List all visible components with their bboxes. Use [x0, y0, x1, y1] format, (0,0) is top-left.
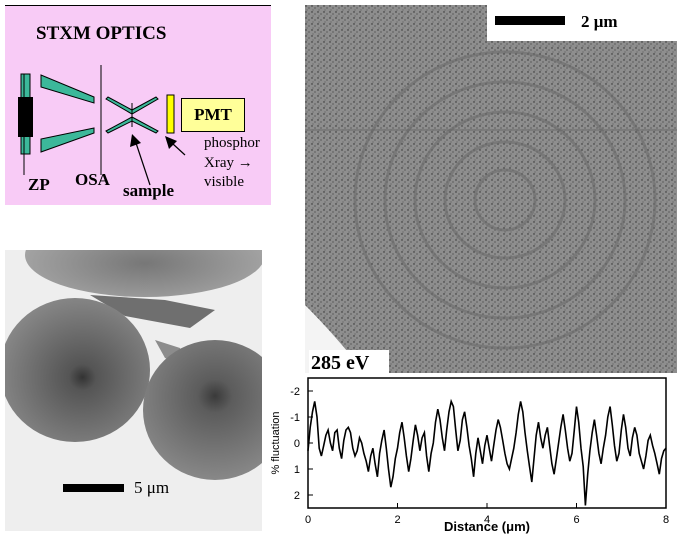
- particle-fragment: [90, 295, 215, 328]
- pmt-box: PMT: [181, 98, 245, 132]
- x-axis-label: Distance (μm): [444, 519, 530, 534]
- y-tick-label: -2: [290, 386, 300, 398]
- zp-label: ZP: [28, 175, 50, 194]
- beam-cone-lower: [40, 127, 95, 153]
- y-tick-label: -1: [290, 412, 300, 424]
- series-line: [307, 398, 667, 506]
- osa-label: OSA: [75, 170, 110, 189]
- y-tick-label: 1: [294, 464, 300, 476]
- micrograph-right-image: [305, 5, 677, 373]
- particle-right: [143, 340, 262, 480]
- sample-label: sample: [123, 181, 174, 200]
- optics-diagram: [18, 65, 186, 186]
- sample-arrowhead: [130, 134, 141, 147]
- scale-label-right: 2 μm: [581, 12, 618, 31]
- visible-label: visible: [204, 174, 244, 190]
- beam-cone-upper: [40, 74, 95, 104]
- y-tick-label: 2: [294, 490, 300, 502]
- scale-bar: [63, 484, 124, 492]
- phosphor-plate: [166, 94, 175, 134]
- scale-label-left: 5 μm: [134, 478, 170, 497]
- phosphor-label: phosphor: [204, 135, 260, 151]
- y-tick-label: 0: [294, 438, 300, 450]
- concentric-rings: [353, 50, 657, 350]
- x-tick-label: 0: [305, 514, 311, 526]
- x-tick-label: 2: [394, 514, 400, 526]
- phosphor-arrowhead: [165, 136, 177, 149]
- phosphor-arrow: [172, 143, 186, 156]
- micrograph-left-image: [5, 250, 262, 531]
- xray-label: Xray →: [204, 155, 253, 171]
- scale-bar: [495, 16, 565, 25]
- x-tick-label: 4: [484, 514, 490, 526]
- zone-plate-stop: [18, 97, 33, 137]
- y-axis-label: % fluctuation: [270, 412, 282, 475]
- optics-schematic: STXM OPTICS PMT ZP OSA sample phosphor X…: [5, 5, 271, 205]
- x-tick-label: 6: [573, 514, 579, 526]
- x-axis-ticks: 0 2 4 6 8: [305, 503, 669, 526]
- particle-top: [25, 250, 262, 297]
- micrograph-right: 2 μm: [305, 5, 677, 373]
- sample-arrow: [135, 142, 151, 186]
- energy-label: 285 eV: [309, 350, 389, 376]
- divider: [5, 5, 271, 6]
- x-tick-label: 8: [663, 514, 669, 526]
- particle-left: [5, 298, 150, 442]
- y-axis-ticks: -2 -1 0 1 2: [290, 386, 313, 502]
- optics-title: STXM OPTICS: [36, 23, 167, 44]
- micrograph-left: 5 μm: [5, 250, 262, 531]
